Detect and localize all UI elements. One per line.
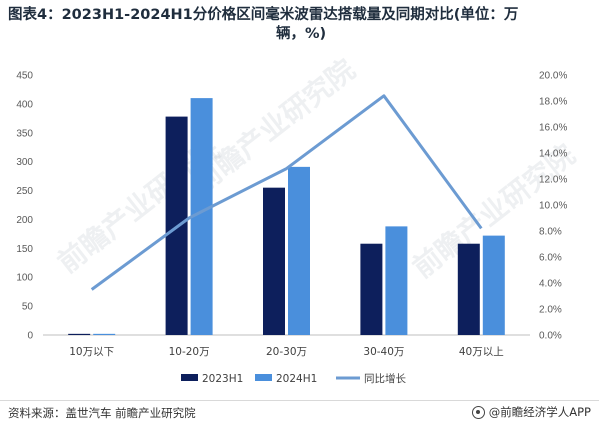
y-right-tick-label: 6.0% <box>539 253 562 264</box>
legend-label: 同比增长 <box>364 372 406 385</box>
bar-2024h1 <box>190 98 213 335</box>
bar-2023h1 <box>263 187 285 335</box>
chart-title: 图表4：2023H1-2024H1分价格区间毫米波雷达搭载量及同期对比(单位：万… <box>8 6 593 44</box>
y-right-tick-label: 14.0% <box>539 149 567 160</box>
bar-2023h1 <box>68 333 91 335</box>
y-right-tick-label: 16.0% <box>539 123 567 134</box>
source-note: 资料来源：盖世汽车 前瞻产业研究院 <box>8 406 196 420</box>
bar-2024h1 <box>288 166 310 335</box>
bar-2024h1 <box>93 333 116 335</box>
y-left-tick-label: 100 <box>16 273 33 284</box>
brand-logo-icon <box>471 405 485 419</box>
y-right-tick-label: 12.0% <box>539 175 567 186</box>
y-left-tick-label: 300 <box>16 157 33 168</box>
y-left-tick-label: 150 <box>16 244 33 255</box>
x-tick-label: 40万以上 <box>459 346 504 358</box>
line-yoy-growth <box>90 94 483 291</box>
y-right-tick-label: 2.0% <box>539 305 562 316</box>
legend-label: 2024H1 <box>276 373 317 385</box>
y-left-tick-label: 350 <box>16 128 33 139</box>
legend-swatch <box>181 374 198 381</box>
bar-2024h1 <box>385 226 408 335</box>
x-tick-label: 30-40万 <box>363 346 404 358</box>
brand-credit: @前瞻经济学人APP <box>471 404 591 420</box>
x-tick-label: 10万以下 <box>69 346 114 358</box>
footer-divider <box>0 400 599 401</box>
y-left-tick-label: 50 <box>22 302 34 313</box>
y-left-tick-label: 200 <box>16 215 33 226</box>
legend-swatch <box>255 374 272 381</box>
x-tick-label: 20-30万 <box>266 346 307 358</box>
y-right-tick-label: 0.0% <box>539 331 562 342</box>
y-right-tick-label: 4.0% <box>539 279 562 290</box>
y-left-tick-label: 250 <box>16 186 33 197</box>
chart-title-line1: 图表4：2023H1-2024H1分价格区间毫米波雷达搭载量及同期对比(单位：万 <box>8 7 519 23</box>
y-right-tick-label: 18.0% <box>539 97 567 108</box>
bar-2023h1 <box>457 243 480 335</box>
bar-2024h1 <box>482 235 505 335</box>
y-left-tick-label: 400 <box>16 99 33 110</box>
y-left-tick-label: 0 <box>27 331 33 342</box>
chart-svg: 0 50 100 150 200 250 300 350 400 450 0.0% 2.0% 4.0% 6… <box>16 71 567 386</box>
y-left-tick-label: 450 <box>16 71 33 82</box>
y-right-tick-label: 20.0% <box>539 71 567 82</box>
chart-title-line2: 辆，%) <box>276 26 327 42</box>
x-tick-label: 10-20万 <box>169 346 210 358</box>
y-right-tick-label: 8.0% <box>539 227 562 238</box>
legend-label: 2023H1 <box>202 373 243 385</box>
y-right-tick-label: 10.0% <box>539 201 567 212</box>
bar-2023h1 <box>360 243 383 335</box>
brand-label: @前瞻经济学人APP <box>488 405 591 419</box>
